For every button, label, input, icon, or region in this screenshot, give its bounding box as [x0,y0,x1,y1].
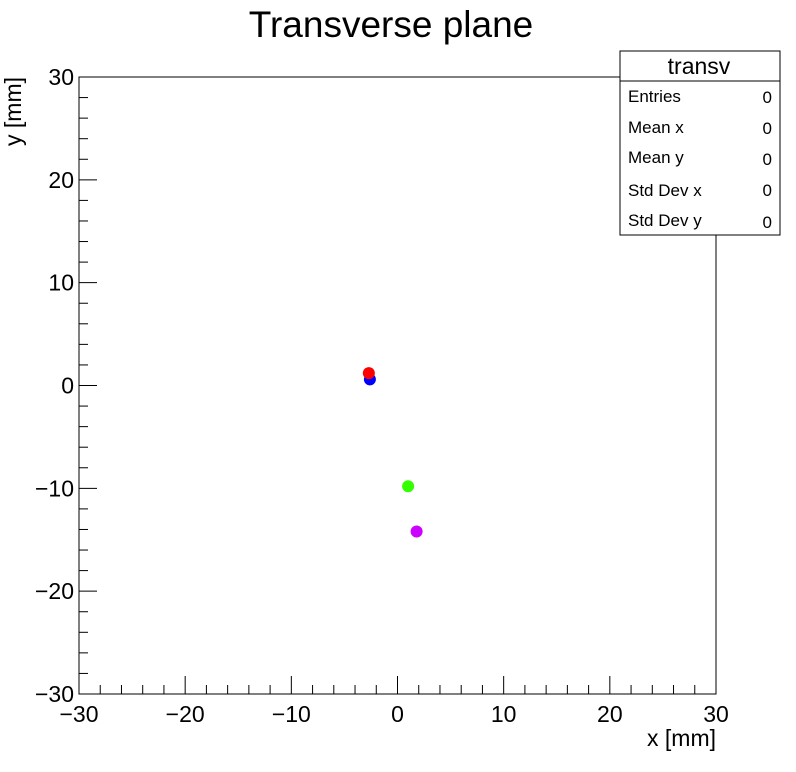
stats-row-value: 0 [763,213,772,232]
x-tick-label: 20 [597,701,623,727]
stats-row-label: Std Dev y [628,211,702,230]
chart-title: Transverse plane [249,4,534,45]
y-tick-label: −10 [35,475,74,501]
y-tick-label: 20 [48,167,74,193]
stats-row-label: Std Dev x [628,181,702,200]
stats-row-label: Entries [628,87,681,106]
stats-box-frame [619,50,781,236]
stats-row-value: 0 [763,119,772,138]
stats-row-value: 0 [763,88,772,107]
y-axis-label: y [mm] [0,77,26,146]
x-axis-label: x [mm] [647,725,716,751]
data-point [402,480,415,493]
stats-box: transv Entries 0 Mean x 0 Mean y 0 Std Dev x 0 S… [619,50,781,236]
x-tick-label: −20 [166,701,205,727]
stats-row-label: Mean x [628,118,684,137]
x-tick-label: 10 [491,701,517,727]
y-tick-label: 10 [48,270,74,296]
data-point [362,367,375,380]
stats-row-value: 0 [763,181,772,200]
y-tick-label: −30 [35,681,74,707]
y-axis: −30 −20 −10 0 10 20 30 [35,64,97,707]
x-axis: −30 −20 −10 0 10 20 30 [59,676,729,727]
stats-rows: Entries 0 Mean x 0 Mean y 0 Std Dev x 0 Std Dev … [628,87,772,232]
x-tick-label: −10 [272,701,311,727]
data-points [362,367,423,538]
data-point [410,525,423,538]
x-tick-label: 0 [391,701,404,727]
y-tick-label: 0 [61,373,74,399]
stats-row-label: Mean y [628,148,684,167]
y-tick-label: −20 [35,578,74,604]
stats-row-value: 0 [763,150,772,169]
y-tick-label: 30 [48,64,74,90]
x-tick-label: 30 [703,701,729,727]
stats-box-title: transv [668,53,731,79]
x-tick-label: −30 [59,701,98,727]
